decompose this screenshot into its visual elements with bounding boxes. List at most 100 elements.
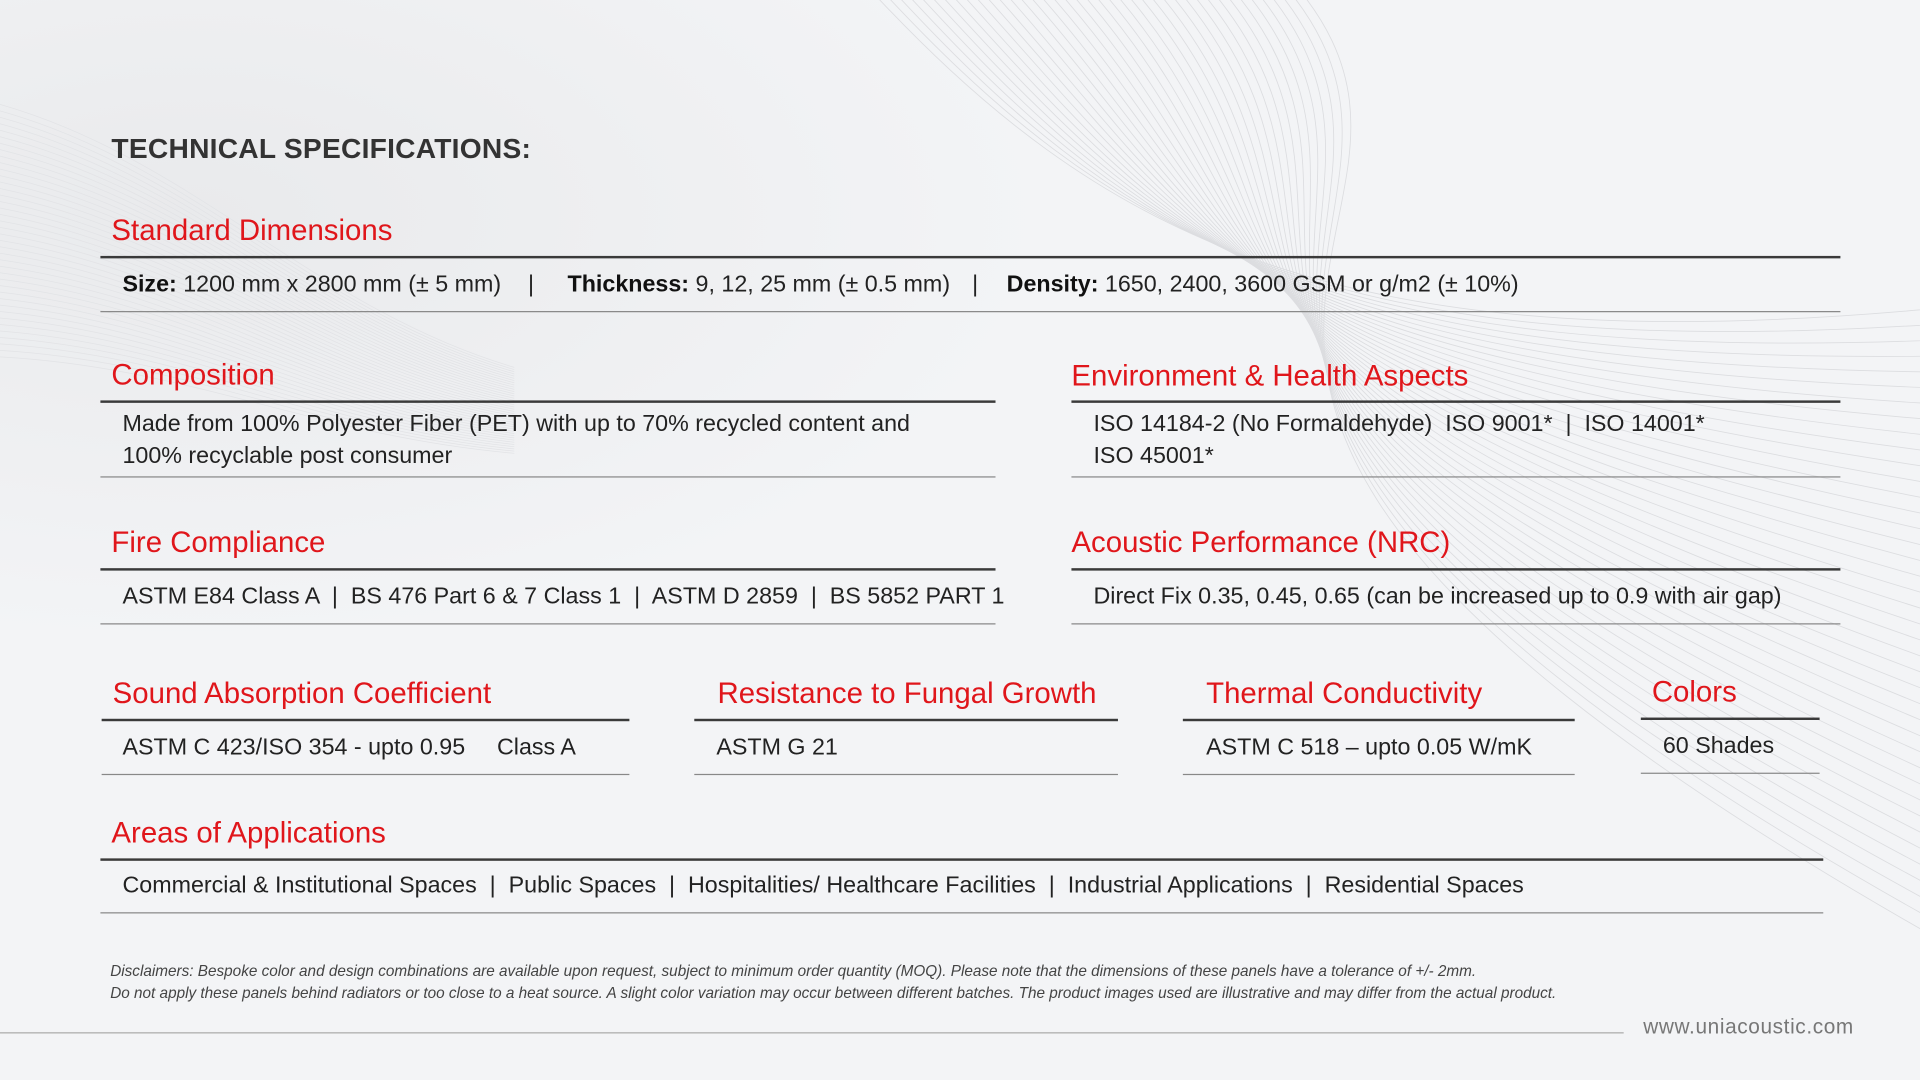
wave-line xyxy=(1295,0,1920,913)
wave-line xyxy=(1185,0,1920,753)
wave-line xyxy=(0,136,515,379)
wave-line xyxy=(1262,0,1920,865)
wave-line xyxy=(1284,0,1920,897)
page-title: TECHNICAL SPECIFICATIONS: xyxy=(111,132,532,165)
wave-line xyxy=(0,304,515,437)
wave-line xyxy=(0,330,515,445)
text-line: ISO 14184-2 (No Formaldehyde) ISO 9001* … xyxy=(1093,411,1705,438)
wave-line xyxy=(0,278,515,428)
wave-line xyxy=(0,317,515,441)
section-environment: Environment & Health Aspects ISO 14184-2… xyxy=(1060,358,1841,478)
wave-line xyxy=(0,291,515,432)
section-heading: Acoustic Performance (NRC) xyxy=(1071,526,1451,560)
thickness-label: Thickness: xyxy=(567,271,690,298)
divider xyxy=(694,773,1118,776)
divider xyxy=(100,476,996,478)
separator: | xyxy=(972,271,979,298)
wave-line xyxy=(1196,0,1920,769)
wave-line xyxy=(0,343,515,450)
section-heading: Colors xyxy=(1651,675,1737,709)
wave-line xyxy=(1218,0,1920,801)
divider xyxy=(100,255,1841,259)
wave-line xyxy=(0,194,515,399)
wave-line xyxy=(955,0,1920,419)
section-heading: Sound Absorption Coefficient xyxy=(112,677,492,711)
wave-line xyxy=(0,285,515,430)
wave-line xyxy=(0,149,515,384)
divider xyxy=(1071,623,1841,625)
wave-line xyxy=(0,181,515,395)
wave-line xyxy=(0,188,515,397)
density-value: 1650, 2400, 3600 GSM or g/m2 (± 10%) xyxy=(1104,271,1519,298)
section-acoustic-performance: Acoustic Performance (NRC) Direct Fix 0.… xyxy=(1060,524,1841,625)
section-text: ASTM E84 Class A | BS 476 Part 6 & 7 Cla… xyxy=(122,584,1005,610)
wave-line xyxy=(977,0,1920,451)
divider xyxy=(694,718,1118,722)
section-text: ASTM G 21 xyxy=(716,734,838,761)
wave-line xyxy=(0,123,515,375)
wave-line xyxy=(0,142,515,381)
wave-line xyxy=(0,207,515,403)
divider xyxy=(1071,400,1841,403)
text-line: Made from 100% Polyester Fiber (PET) wit… xyxy=(122,411,910,438)
disclaimer-line: Disclaimers: Bespoke color and design co… xyxy=(110,962,1477,980)
section-thermal-conductivity: Thermal Conductivity ASTM C 518 – upto 0… xyxy=(1182,675,1575,776)
section-composition: Composition Made from 100% Polyester Fib… xyxy=(100,356,996,478)
wave-line xyxy=(0,116,515,373)
divider xyxy=(100,912,1824,914)
wave-line xyxy=(1306,0,1920,929)
wave-line xyxy=(944,0,1920,404)
divider xyxy=(100,400,996,403)
separator: | xyxy=(528,271,535,298)
text-line: 100% recyclable post consumer xyxy=(122,443,453,469)
wave-line xyxy=(966,0,1920,435)
wave-line xyxy=(1251,0,1920,849)
wave-line xyxy=(923,0,1920,373)
section-heading: Fire Compliance xyxy=(111,526,326,560)
website-link[interactable]: www.uniacoustic.com xyxy=(1643,1015,1854,1039)
text-line: ISO 45001* xyxy=(1093,443,1214,469)
section-colors: Colors 60 Shades xyxy=(1640,673,1820,774)
footer-divider xyxy=(0,1032,1624,1034)
section-text: ASTM C 423/ISO 354 - upto 0.95 xyxy=(122,734,466,761)
section-heading: Resistance to Fungal Growth xyxy=(717,677,1097,711)
wave-line xyxy=(1273,0,1920,881)
wave-line xyxy=(1240,0,1920,833)
section-heading: Composition xyxy=(111,358,275,392)
class-value: Class A xyxy=(496,734,576,761)
divider xyxy=(100,311,1841,313)
section-fire-compliance: Fire Compliance ASTM E84 Class A | BS 47… xyxy=(100,524,1005,625)
divider xyxy=(1182,718,1575,722)
wave-line xyxy=(1207,0,1920,785)
wave-line xyxy=(0,129,515,377)
divider xyxy=(1071,568,1841,571)
density-label: Density: xyxy=(1006,271,1099,298)
section-text: ASTM C 518 – upto 0.05 W/mK xyxy=(1206,734,1532,761)
wave-line xyxy=(0,233,515,412)
wave-line xyxy=(0,324,515,443)
section-text: Direct Fix 0.35, 0.45, 0.65 (can be incr… xyxy=(1093,584,1782,610)
section-text: 60 Shades xyxy=(1662,733,1775,760)
section-heading: Areas of Applications xyxy=(111,816,386,850)
wave-line xyxy=(0,239,515,414)
divider xyxy=(100,858,1824,861)
section-text: Commercial & Institutional Spaces | Publ… xyxy=(122,873,1524,899)
divider xyxy=(1640,772,1820,774)
wave-line xyxy=(0,350,515,452)
wave-line xyxy=(0,246,515,417)
thickness-value: 9, 12, 25 mm (± 0.5 mm) xyxy=(695,271,951,298)
divider xyxy=(100,623,996,625)
wave-line xyxy=(0,356,515,454)
wave-line xyxy=(0,311,515,439)
section-applications: Areas of Applications Commercial & Insti… xyxy=(100,814,1824,914)
wave-line xyxy=(0,298,515,434)
divider xyxy=(1182,773,1575,776)
divider xyxy=(1640,717,1820,721)
wave-line xyxy=(0,272,515,426)
wave-line xyxy=(934,0,1920,388)
wave-line xyxy=(0,155,515,386)
wave-line xyxy=(0,162,515,388)
wave-line xyxy=(1229,0,1920,817)
